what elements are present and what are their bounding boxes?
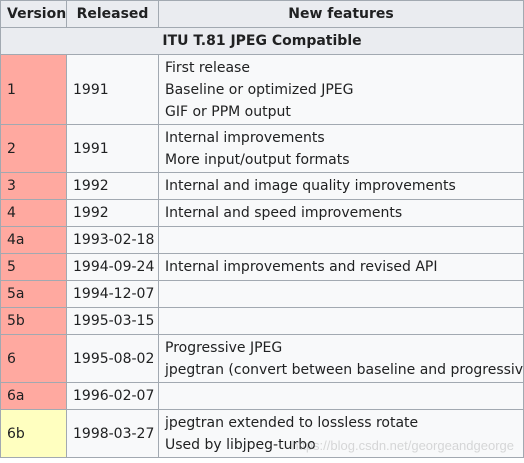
group-title: ITU T.81 JPEG Compatible (0, 27, 524, 55)
table-row: 4a 1993-02-18 (0, 226, 524, 254)
table-row: 6a 1996-02-07 (0, 382, 524, 410)
released-cell: 1994-09-24 (66, 253, 159, 281)
features-cell (158, 382, 524, 410)
column-header-version[interactable]: Version (0, 0, 67, 28)
feature-line: First release (165, 59, 250, 76)
table-row: 5b 1995-03-15 (0, 307, 524, 335)
released-cell: 1998-03-27 (66, 409, 159, 458)
table-row: 5 1994-09-24 Internal improvements and rev… (0, 253, 524, 281)
features-cell: Progressive JPEG jpegtran (convert betwee… (158, 334, 524, 383)
features-cell: Internal improvements More input/output f… (158, 124, 524, 173)
feature-line: Internal and image quality improvements (165, 178, 456, 194)
released-cell: 1991 (66, 124, 159, 173)
features-cell: Internal and image quality improvements (158, 172, 524, 200)
table-header-row: Version Released New features (0, 0, 524, 28)
table-body: 1 1991 First release Baseline or optimized … (0, 54, 524, 458)
version-cell: 5a (0, 280, 67, 308)
released-cell: 1995-03-15 (66, 307, 159, 335)
released-cell: 1996-02-07 (66, 382, 159, 410)
feature-line: Progressive JPEG (165, 339, 283, 356)
released-cell: 1993-02-18 (66, 226, 159, 254)
feature-line: Internal improvements (165, 129, 325, 146)
features-cell (158, 226, 524, 254)
features-cell: Internal improvements and revised API (158, 253, 524, 281)
feature-line: Used by libjpeg-turbo (165, 436, 316, 453)
feature-line: Internal and speed improvements (165, 205, 403, 221)
table-row: 3 1992 Internal and image quality improvem… (0, 172, 524, 200)
table-row: 1 1991 First release Baseline or optimized … (0, 54, 524, 125)
table-row: 5a 1994-12-07 (0, 280, 524, 308)
column-header-released[interactable]: Released (66, 0, 159, 28)
feature-line: jpegtran extended to lossless rotate (165, 414, 419, 431)
version-cell: 6a (0, 382, 67, 410)
features-cell: jpegtran extended to lossless rotate Used… (158, 409, 524, 458)
version-cell: 3 (0, 172, 67, 200)
feature-line: Baseline or optimized JPEG (165, 81, 354, 98)
version-cell: 6 (0, 334, 67, 383)
features-cell (158, 280, 524, 308)
table-group-row: ITU T.81 JPEG Compatible (0, 27, 524, 55)
table-row: 6b 1998-03-27 jpegtran extended to lossles… (0, 409, 524, 458)
version-cell: 4 (0, 199, 67, 227)
features-cell (158, 307, 524, 335)
version-cell: 5b (0, 307, 67, 335)
feature-line: Internal improvements and revised API (165, 259, 438, 275)
features-cell: Internal and speed improvements (158, 199, 524, 227)
version-cell: 4a (0, 226, 67, 254)
released-cell: 1995-08-02 (66, 334, 159, 383)
version-cell: 2 (0, 124, 67, 173)
column-header-new-features[interactable]: New features (158, 0, 524, 28)
released-cell: 1992 (66, 172, 159, 200)
table-row: 6 1995-08-02 Progressive JPEG jpegtran (con… (0, 334, 524, 383)
version-cell: 6b (0, 409, 67, 458)
table-row: 2 1991 Internal improvements More input/out… (0, 124, 524, 173)
version-cell: 1 (0, 54, 67, 125)
released-cell: 1992 (66, 199, 159, 227)
features-cell: First release Baseline or optimized JPEG G… (158, 54, 524, 125)
version-cell: 5 (0, 253, 67, 281)
released-cell: 1991 (66, 54, 159, 125)
feature-line: jpegtran (convert between baseline and p… (165, 361, 524, 378)
table-row: 4 1992 Internal and speed improvements (0, 199, 524, 227)
released-cell: 1994-12-07 (66, 280, 159, 308)
feature-line: GIF or PPM output (165, 103, 291, 120)
feature-line: More input/output formats (165, 151, 350, 168)
